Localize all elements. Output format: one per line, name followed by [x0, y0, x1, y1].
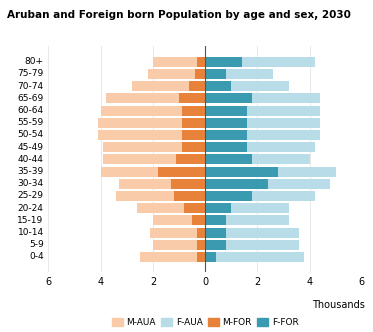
Bar — [197, 227, 205, 238]
Bar — [205, 130, 247, 140]
Bar — [158, 167, 205, 177]
Bar — [205, 81, 231, 91]
Bar — [205, 118, 247, 128]
Bar — [119, 179, 205, 189]
Bar — [205, 179, 268, 189]
Bar — [182, 106, 205, 116]
Bar — [153, 215, 205, 225]
Bar — [116, 191, 205, 201]
Bar — [205, 57, 242, 67]
Bar — [205, 69, 273, 79]
Bar — [205, 154, 310, 164]
Bar — [205, 154, 252, 164]
Bar — [205, 191, 252, 201]
Bar — [205, 240, 226, 250]
Bar — [205, 57, 315, 67]
Bar — [103, 154, 205, 164]
Bar — [205, 93, 252, 103]
Bar — [182, 130, 205, 140]
Bar — [205, 106, 247, 116]
Bar — [101, 167, 205, 177]
Bar — [98, 130, 205, 140]
Bar — [205, 106, 320, 116]
Bar — [205, 252, 216, 262]
Bar — [182, 118, 205, 128]
Bar — [153, 240, 205, 250]
Bar — [101, 106, 205, 116]
Bar — [148, 69, 205, 79]
Bar — [132, 81, 205, 91]
Bar — [197, 240, 205, 250]
Bar — [205, 252, 304, 262]
Text: Aruban and Foreign born Population by age and sex, 2030: Aruban and Foreign born Population by ag… — [7, 10, 351, 20]
Bar — [106, 93, 205, 103]
Legend: M-AUA, F-AUA, M-FOR, F-FOR: M-AUA, F-AUA, M-FOR, F-FOR — [108, 315, 302, 331]
Bar — [197, 252, 205, 262]
Bar — [171, 179, 205, 189]
Bar — [150, 227, 205, 238]
Bar — [205, 203, 289, 213]
Bar — [205, 167, 336, 177]
Bar — [205, 227, 299, 238]
Bar — [205, 215, 289, 225]
Bar — [197, 57, 205, 67]
Text: Thousands: Thousands — [311, 300, 364, 310]
Bar — [205, 227, 226, 238]
Bar — [176, 154, 205, 164]
Bar — [174, 191, 205, 201]
Bar — [98, 118, 205, 128]
Bar — [205, 191, 315, 201]
Bar — [205, 179, 330, 189]
Bar — [184, 203, 205, 213]
Bar — [182, 142, 205, 152]
Bar — [205, 142, 315, 152]
Bar — [205, 93, 320, 103]
Bar — [189, 81, 205, 91]
Bar — [205, 118, 320, 128]
Bar — [205, 240, 299, 250]
Bar — [103, 142, 205, 152]
Bar — [192, 215, 205, 225]
Bar — [137, 203, 205, 213]
Bar — [205, 81, 289, 91]
Bar — [205, 130, 320, 140]
Bar — [205, 142, 247, 152]
Bar — [205, 203, 231, 213]
Bar — [205, 215, 226, 225]
Bar — [205, 167, 278, 177]
Bar — [205, 69, 226, 79]
Bar — [140, 252, 205, 262]
Bar — [195, 69, 205, 79]
Bar — [179, 93, 205, 103]
Bar — [153, 57, 205, 67]
